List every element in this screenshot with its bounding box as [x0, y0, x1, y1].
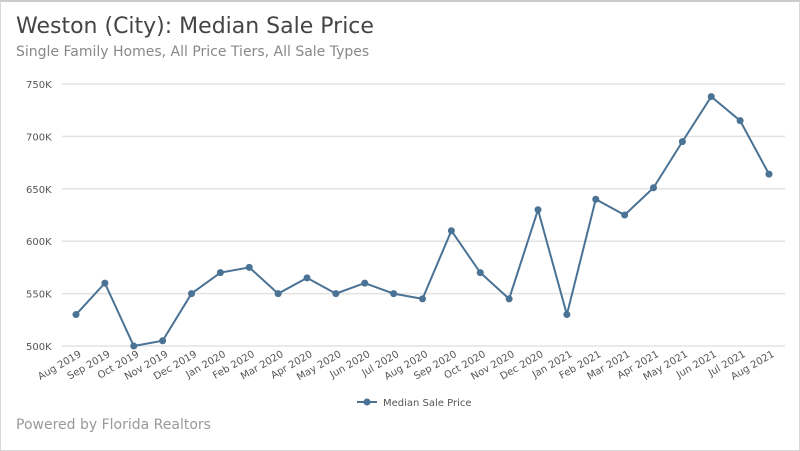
y-tick-label: 500K: [26, 342, 52, 353]
data-point: [736, 117, 744, 125]
legend-label: Median Sale Price: [383, 398, 472, 409]
data-point: [765, 170, 773, 178]
data-point: [650, 184, 657, 192]
data-point: [332, 290, 340, 298]
data-point: [72, 311, 80, 319]
data-point: [534, 206, 542, 214]
data-point: [447, 227, 455, 235]
data-point: [419, 295, 426, 303]
y-tick-label: 600K: [26, 237, 52, 248]
data-point: [361, 279, 369, 287]
data-point: [274, 290, 282, 298]
data-point: [216, 269, 224, 277]
chart-subtitle: Single Family Homes, All Price Tiers, Al…: [16, 44, 370, 60]
data-point: [390, 290, 398, 298]
data-point: [678, 138, 686, 146]
data-point: [707, 93, 715, 101]
data-point: [563, 311, 571, 319]
data-point: [621, 211, 629, 219]
legend-marker: [363, 398, 371, 406]
data-point: [130, 342, 138, 350]
data-point: [476, 269, 484, 277]
y-tick-label: 700K: [26, 132, 52, 143]
footer-credit: Powered by Florida Realtors: [16, 417, 211, 433]
data-point: [303, 274, 311, 282]
data-point: [245, 263, 253, 271]
data-point: [505, 295, 513, 303]
y-tick-label: 650K: [26, 185, 52, 196]
chart-title: Weston (City): Median Sale Price: [16, 14, 374, 39]
y-tick-label: 750K: [26, 80, 52, 91]
data-point: [159, 337, 167, 345]
data-point: [592, 195, 600, 203]
data-point: [101, 279, 109, 287]
data-point: [188, 290, 195, 298]
y-tick-label: 550K: [26, 290, 52, 301]
series-line: [75, 95, 770, 348]
